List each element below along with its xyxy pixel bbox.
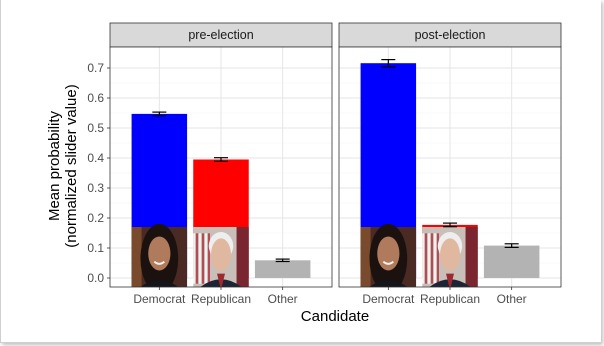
portrait-tie — [446, 273, 454, 287]
republican-portrait — [193, 227, 249, 287]
portrait-tie — [217, 273, 225, 287]
democrat-portrait — [131, 223, 188, 287]
y-tick-label: 0.2 — [87, 211, 104, 225]
y-axis-title-line-2: (normalized slider value) — [63, 84, 80, 247]
x-tick-label-republican: Republican — [191, 292, 251, 306]
portrait-face — [377, 236, 400, 271]
portrait-face — [211, 238, 231, 272]
error-bar — [504, 243, 519, 248]
y-tick-label: 0.6 — [87, 91, 104, 105]
bars — [131, 111, 311, 287]
portrait-flag-stripe — [434, 233, 436, 284]
bars — [360, 58, 540, 287]
y-tick-label: 0.5 — [87, 121, 104, 135]
panel-pre-election: pre-election Democrat Republican Other — [109, 22, 333, 306]
panel-post-election: post-election Democrat Republican Other — [338, 22, 562, 306]
y-tick-label: 0.1 — [87, 241, 104, 255]
portrait-jacket — [140, 280, 179, 287]
y-tick-label: 0.7 — [87, 61, 104, 75]
x-tick-label-other: Other — [497, 292, 527, 306]
portrait-flag-stripe — [205, 233, 207, 284]
x-tick-label-other: Other — [268, 292, 298, 306]
y-axis-title-line-1: Mean probability — [46, 110, 63, 221]
portrait-flag-stripe — [208, 233, 210, 284]
y-tick-label: 0.4 — [87, 151, 104, 165]
portrait-flag-stripe — [202, 233, 204, 284]
portrait-flag-stripe — [431, 233, 433, 284]
portrait-flag-stripe — [437, 233, 439, 284]
y-axis: 0.0 0.1 0.2 0.3 0.4 0.5 0.6 0.7 — [87, 61, 110, 285]
x-ticks: Democrat Republican Other — [362, 287, 527, 306]
x-tick-label-democrat: Democrat — [133, 292, 186, 306]
portrait-flag-stripe — [199, 233, 201, 284]
error-bar — [152, 111, 167, 117]
error-bar — [275, 258, 290, 263]
portrait-flag-stripe — [193, 233, 195, 284]
portrait-flag-stripe — [425, 233, 427, 284]
portrait-flag-stripe — [428, 233, 430, 284]
republican-portrait — [422, 227, 478, 287]
portrait-curtain — [131, 227, 142, 287]
portrait-face — [148, 236, 171, 271]
democrat-portrait — [360, 223, 417, 287]
bar-other — [254, 260, 311, 278]
y-tick-label: 0.0 — [87, 271, 104, 285]
strip-background — [109, 22, 333, 48]
y-tick-label: 0.3 — [87, 181, 104, 195]
portrait-flag-stripe — [422, 233, 424, 284]
bar-other — [483, 245, 540, 278]
strip-label: pre-election — [188, 28, 253, 42]
portrait-jacket — [369, 280, 408, 287]
portrait-flag-stripe — [196, 233, 198, 284]
strip-label: post-election — [415, 28, 486, 42]
portrait-smile — [382, 260, 394, 265]
portrait-curtain — [360, 227, 371, 287]
portrait-smile — [153, 260, 165, 265]
error-bar — [443, 222, 457, 228]
portrait-curtain — [465, 227, 478, 287]
error-bar — [381, 58, 396, 68]
portrait-face — [440, 238, 460, 272]
error-bar — [214, 157, 228, 162]
x-tick-label-democrat: Democrat — [362, 292, 415, 306]
portrait-curtain — [236, 227, 249, 287]
x-axis-title: Candidate — [301, 308, 369, 325]
x-ticks: Democrat Republican Other — [133, 287, 298, 306]
x-tick-label-republican: Republican — [420, 292, 480, 306]
